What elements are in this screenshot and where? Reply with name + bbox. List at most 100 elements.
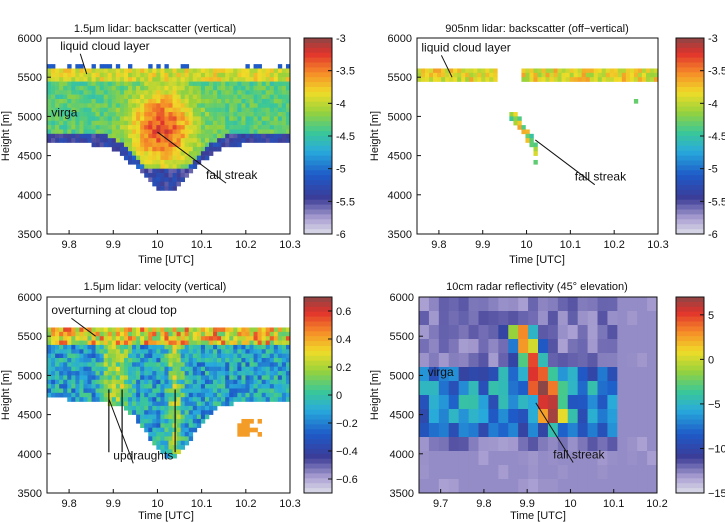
heatmap-cell [188,94,194,100]
heatmap-cell [168,384,173,389]
heatmap-cell [148,436,153,442]
heatmap-cell [47,331,52,337]
heatmap-cell [429,72,434,78]
colorbar-segment [304,468,332,474]
heatmap-cell [196,384,202,389]
heatmap-cell [273,81,279,87]
heatmap-cell [233,349,238,354]
heatmap-cell [172,94,177,100]
heatmap-cell [209,379,214,385]
colorbar-segment [304,350,332,357]
heatmap-cell [577,423,588,438]
heatmap-cell [204,155,210,161]
heatmap-cell [200,392,206,398]
heatmap-cell [144,103,149,108]
colorbar-segment [676,87,704,93]
heatmap-cell [637,479,648,494]
heatmap-cell [152,112,157,117]
heatmap-cell [209,357,214,363]
heatmap-cell [200,388,206,394]
heatmap-cell [95,90,100,95]
heatmap-cell [196,392,202,398]
colorbar-segment [304,370,332,376]
colorbar-segment [676,448,704,455]
heatmap-cell [59,85,64,91]
heatmap-cell [204,340,210,346]
heatmap-cell [213,103,218,108]
colorbar-segment [304,96,332,103]
heatmap-cell [229,116,234,122]
heatmap-cell [627,423,638,438]
heatmap-cell [221,129,226,135]
colorbar-segment [676,350,704,357]
heatmap-cell [160,181,165,187]
colorbar-segment [676,414,704,420]
heatmap-cell [597,353,608,368]
heatmap-cell [184,129,190,135]
heatmap-cell [168,392,173,398]
heatmap-cell [83,331,88,337]
heatmap-cell [245,129,250,135]
heatmap-cell [152,353,157,359]
heatmap-cell [188,164,194,169]
heatmap-cell [488,423,499,438]
heatmap-cell [152,432,157,437]
heatmap-cell [144,384,149,389]
colorbar-segment [304,311,332,317]
colorbar: 0.60.40.20−0.2−0.4−0.6 [303,296,358,494]
heatmap-cell [225,85,230,91]
heatmap-cell [67,340,72,346]
heatmap-cell [168,423,173,428]
heatmap-cell [59,112,64,117]
heatmap-cell [269,77,275,82]
heatmap-cell [478,311,489,326]
heatmap-cell [107,366,113,372]
heatmap-cell [152,72,157,78]
heatmap-cell [518,353,529,368]
heatmap-cell [217,116,222,122]
y-tick-label: 5000 [18,370,42,382]
heatmap-cell [627,339,638,354]
heatmap-cell [518,465,529,480]
heatmap-cell [63,388,68,394]
heatmap-cell [140,357,145,363]
heatmap-cell [176,142,181,148]
heatmap-cell [184,72,190,78]
heatmap-cell [281,68,287,74]
heatmap-cell [160,85,165,91]
heatmap-cell [513,112,518,117]
heatmap-cell [99,120,104,126]
heatmap-cell [47,103,52,108]
heatmap-cell [55,98,60,104]
heatmap-cell [645,77,651,82]
heatmap-cell [458,325,469,340]
panel-title: 905nm lidar: backscatter (off−vertical) [445,23,629,35]
heatmap-cell [281,371,287,376]
heatmap-cell [233,116,238,122]
heatmap-cell [115,384,121,389]
heatmap-cell [140,336,145,341]
heatmap-cell [508,325,519,340]
colorbar-segment [304,297,332,303]
heatmap-cell [277,103,283,108]
heatmap-cell [132,336,137,341]
heatmap-cell [233,344,238,350]
heatmap-cell [119,85,125,91]
heatmap-cell [63,112,68,117]
heatmap-cell [119,120,125,126]
heatmap-cell [285,64,291,69]
heatmap-cell [633,77,639,82]
heatmap-cell [609,77,615,82]
heatmap-cell [168,427,173,433]
y-tick-label: 3500 [388,229,412,241]
heatmap-cell [63,349,68,354]
heatmap-cell [160,164,165,169]
heatmap-cell [200,327,206,333]
heatmap-cell [132,392,137,398]
heatmap-cell [55,340,60,346]
heatmap-cell [533,77,538,82]
heatmap-cell [55,72,60,78]
heatmap-cell [107,375,113,381]
heatmap-cell [607,381,618,396]
heatmap-cell [225,379,230,385]
